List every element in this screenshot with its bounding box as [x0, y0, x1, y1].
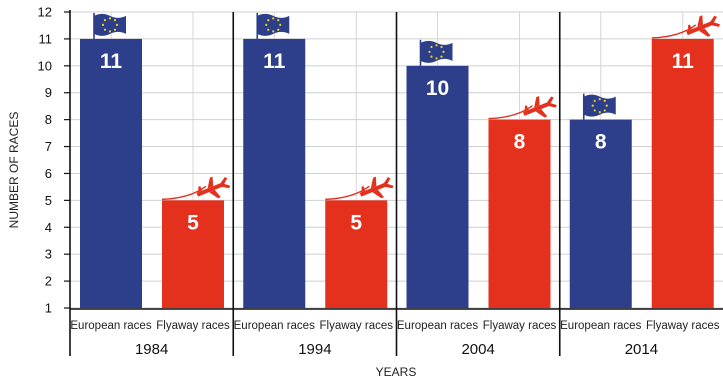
y-tick-label: 4 [45, 220, 52, 235]
data-label: 5 [187, 211, 199, 234]
y-tick-label: 7 [45, 139, 52, 154]
bar-eu-flag-2014 [569, 119, 632, 309]
bar-airplane-2014 [651, 38, 714, 309]
y-tick-label: 9 [45, 85, 52, 100]
bar-eu-flag-2004 [406, 65, 469, 309]
data-label: 11 [672, 50, 695, 73]
eu-flag-icon [256, 12, 291, 40]
category-label: European races [234, 320, 315, 332]
y-tick-label: 6 [45, 166, 52, 181]
category-label: European races [560, 320, 641, 332]
y-tick-label: 1 [45, 301, 52, 316]
y-tick-label: 10 [38, 58, 52, 73]
flight-trail [488, 105, 533, 120]
group-label-2014: 2014 [625, 341, 658, 358]
eu-flag-icon [582, 92, 617, 121]
data-label: 5 [350, 211, 362, 234]
eu-flag-icon [419, 39, 454, 67]
category-label: European races [70, 320, 151, 332]
y-tick-label: 2 [45, 274, 52, 289]
y-tick-label: 8 [45, 112, 52, 127]
y-tick-label: 12 [38, 5, 52, 20]
category-label: Flyaway races [646, 320, 720, 332]
group-label-2004: 2004 [461, 341, 494, 358]
category-label: Flyaway races [483, 320, 557, 332]
bar-airplane-1984 [162, 200, 224, 308]
y-axis-title: NUMBER OF RACES [7, 112, 21, 229]
category-label: European races [397, 320, 478, 332]
y-tick-label: 3 [45, 247, 52, 262]
group-label-1994: 1994 [298, 341, 331, 358]
data-label: 10 [426, 77, 449, 100]
y-tick-label: 5 [45, 193, 52, 208]
axes [64, 10, 723, 356]
data-label: 8 [514, 131, 526, 154]
flight-trail [161, 185, 207, 201]
bar-airplane-1994 [325, 200, 388, 308]
flight-trail [651, 24, 697, 39]
eu-flag-icon [93, 12, 127, 40]
flight-trail [325, 185, 370, 201]
group-label-1984: 1984 [135, 341, 168, 358]
bar-airplane-2004 [488, 119, 551, 309]
bars [80, 38, 714, 309]
data-label: 11 [100, 50, 123, 73]
category-label: Flyaway races [156, 320, 230, 332]
data-label: 11 [263, 50, 286, 73]
x-axis-title: YEARS [376, 365, 417, 377]
data-label: 8 [595, 131, 607, 154]
category-label: Flyaway races [320, 320, 394, 332]
bar-eu-flag-1984 [80, 38, 142, 309]
bar-eu-flag-1994 [243, 38, 306, 309]
y-tick-label: 11 [39, 31, 53, 46]
